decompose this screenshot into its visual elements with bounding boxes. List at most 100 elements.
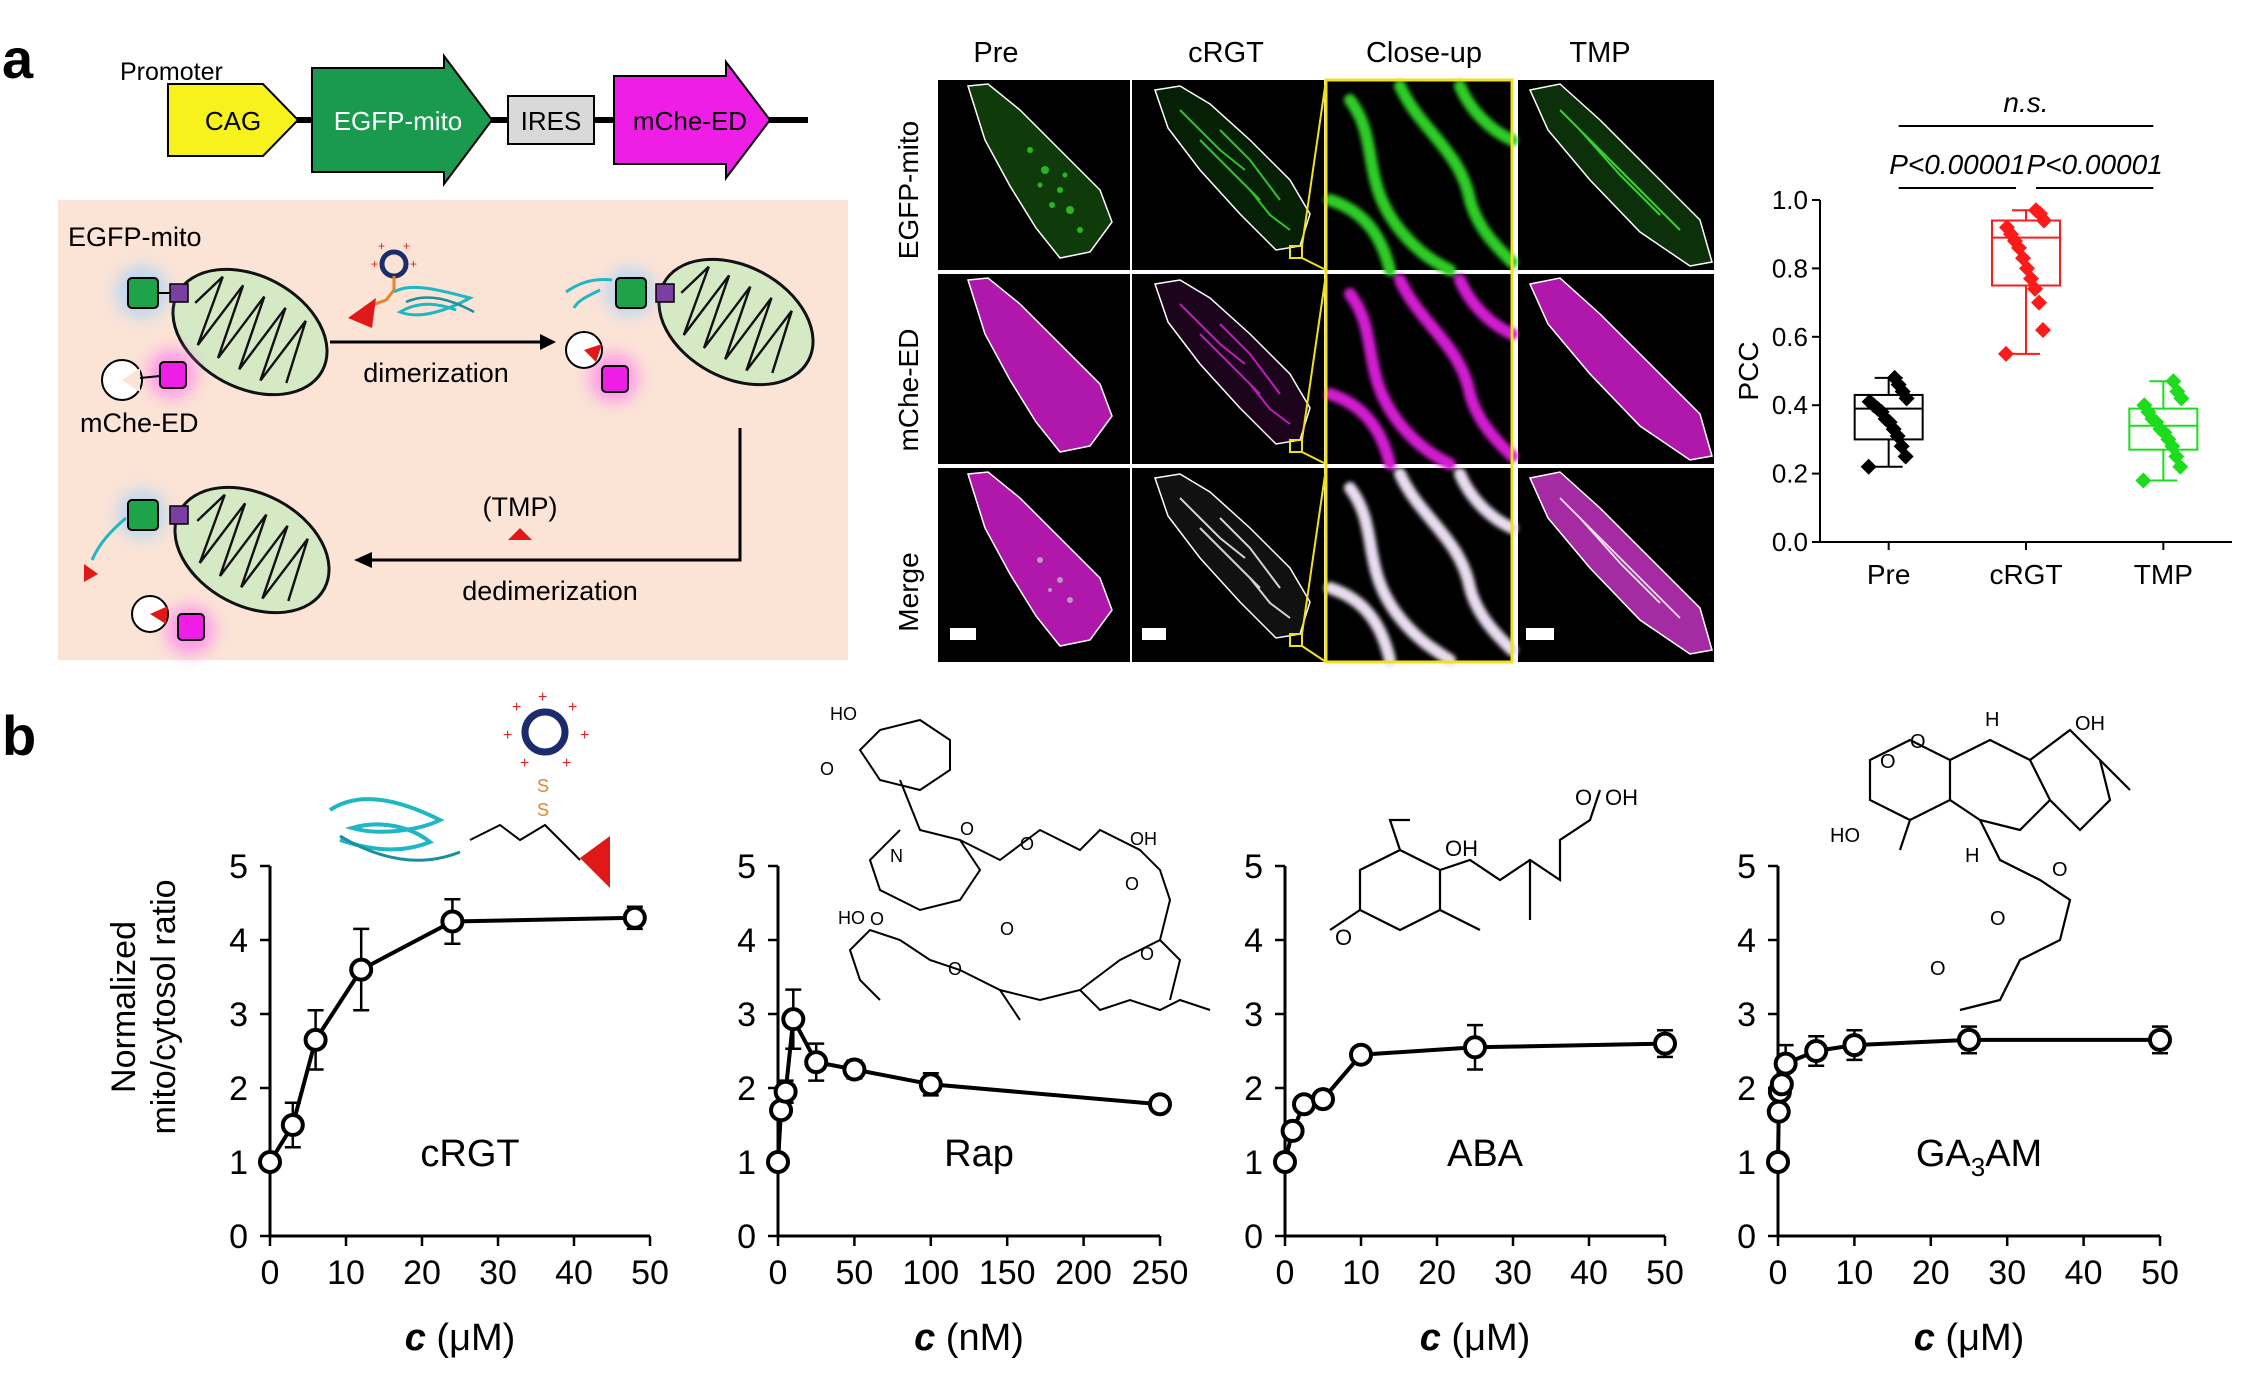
pcc-data-point xyxy=(2031,294,2047,311)
dimerization-scheme: EGFP-mito mChe-ED + ++ + dimerization xyxy=(58,200,848,660)
y-tick-label: 1 xyxy=(737,1144,756,1182)
data-point xyxy=(1769,1072,1794,1097)
data-point xyxy=(1273,1150,1297,1174)
y-tick-label: 1 xyxy=(1737,1144,1756,1182)
row-label-egfp: EGFP-mito xyxy=(893,121,924,259)
svg-text:OH: OH xyxy=(1445,836,1478,861)
aba-structure: O OH O OH xyxy=(1329,785,1638,950)
svg-text:N: N xyxy=(890,846,903,866)
pcc-significance-label: n.s. xyxy=(2003,87,2048,118)
pcc-box-chart: PCC 0.0 0.2 0.4 0.6 0.8 1.0 Pre cRGT TMP n.s. P<0.0… xyxy=(1733,87,2232,590)
y-tick-label: 3 xyxy=(737,996,756,1034)
x-tick-label: 20 xyxy=(403,1254,441,1292)
gene-construct: Promoter CAG EGFP-mito IRES mChe-ED xyxy=(120,53,808,187)
svg-text:O: O xyxy=(1020,834,1034,854)
pcc-y-tick-label: 0.4 xyxy=(1772,390,1808,420)
svg-text:+: + xyxy=(562,755,571,772)
pcc-y-tick-label: 0.8 xyxy=(1772,253,1808,283)
svg-text:O: O xyxy=(1000,919,1014,939)
mche-ed-gene-label: mChe-ED xyxy=(633,106,747,136)
row-label-mche: mChe-ED xyxy=(893,329,924,452)
svg-text:+: + xyxy=(512,699,521,716)
x-tick-label: 0 xyxy=(261,1254,280,1292)
svg-text:H: H xyxy=(1985,709,1999,731)
x-tick-label: 40 xyxy=(555,1254,593,1292)
y-tick-label: 5 xyxy=(737,848,756,886)
compound-label: cRGT xyxy=(420,1133,519,1175)
svg-text:+: + xyxy=(410,257,417,271)
column-label-closeup: Close-up xyxy=(1366,37,1482,69)
data-point xyxy=(1148,1092,1172,1117)
pcc-y-tick-label: 0.2 xyxy=(1772,459,1808,489)
scale-bar xyxy=(950,628,976,640)
x-tick-label: 20 xyxy=(1418,1254,1456,1292)
svg-text:+: + xyxy=(568,699,577,716)
y-tick-label: 4 xyxy=(737,922,756,960)
pcc-data-point xyxy=(1999,219,2015,236)
svg-text:O: O xyxy=(1880,751,1896,773)
egfp-square-icon xyxy=(127,277,159,309)
svg-text:O: O xyxy=(820,759,834,779)
svg-text:+: + xyxy=(378,239,385,253)
x-tick-label: 0 xyxy=(1276,1254,1295,1292)
x-tick-label: 10 xyxy=(1342,1254,1380,1292)
data-point xyxy=(918,1072,943,1097)
pcc-y-tick-label: 0.0 xyxy=(1772,527,1808,557)
x-tick-label: 40 xyxy=(1570,1254,1608,1292)
data-point xyxy=(1292,1092,1316,1117)
svg-text:OH: OH xyxy=(1605,785,1638,810)
x-tick-label: 0 xyxy=(769,1254,788,1292)
egfp-mito-gene-label: EGFP-mito xyxy=(334,106,463,136)
x-tick-label: 10 xyxy=(1835,1254,1873,1292)
svg-text:O: O xyxy=(948,959,962,979)
x-axis-label: c (μM) xyxy=(1420,1317,1531,1359)
panel-b-ylabel-line2: mito/cytosol ratio xyxy=(145,879,183,1134)
data-point xyxy=(258,1150,282,1174)
svg-text:H: H xyxy=(1965,845,1979,867)
scheme-egfp-label: EGFP-mito xyxy=(68,222,202,252)
x-tick-label: 50 xyxy=(2141,1254,2179,1292)
data-point xyxy=(1463,1035,1487,1060)
column-label-pre: Pre xyxy=(973,37,1018,69)
y-tick-label: 3 xyxy=(1244,996,1263,1034)
data-point xyxy=(349,957,374,982)
data-point xyxy=(766,1150,790,1174)
pcc-data-point xyxy=(2015,250,2031,267)
data-point xyxy=(1280,1118,1305,1143)
cag-promoter xyxy=(167,83,300,157)
pcc-category-label: cRGT xyxy=(1989,559,2062,590)
svg-text:O: O xyxy=(1990,908,2006,930)
data-point xyxy=(2148,1027,2172,1052)
svg-text:O: O xyxy=(1125,874,1139,894)
x-tick-label: 40 xyxy=(2065,1254,2103,1292)
y-tick-label: 0 xyxy=(737,1218,756,1256)
y-tick-label: 0 xyxy=(1244,1218,1263,1256)
pcc-data-point xyxy=(2165,373,2182,390)
svg-text:HO: HO xyxy=(830,704,857,724)
x-tick-label: 0 xyxy=(1769,1254,1788,1292)
tmp-triangle-icon xyxy=(508,528,532,540)
svg-text:+: + xyxy=(403,239,410,253)
ires-element xyxy=(507,95,595,145)
y-tick-label: 3 xyxy=(1737,996,1756,1034)
compound-label: Rap xyxy=(944,1133,1014,1175)
svg-text:+: + xyxy=(503,727,512,744)
x-tick-label: 50 xyxy=(835,1254,873,1292)
pcc-data-point xyxy=(2135,472,2152,489)
data-point xyxy=(1311,1087,1335,1112)
data-point xyxy=(280,1113,305,1137)
svg-text:S: S xyxy=(537,800,549,820)
pcc-data-point xyxy=(2136,397,2153,414)
x-tick-label: 100 xyxy=(902,1254,959,1292)
ga3am-structure: H OH O O HO H O O O xyxy=(1830,709,2131,1012)
x-tick-label: 200 xyxy=(1055,1254,1112,1292)
data-point xyxy=(440,909,465,934)
pcc-data-point xyxy=(1861,393,1878,410)
cag-label: CAG xyxy=(205,106,261,136)
x-tick-label: 10 xyxy=(327,1254,365,1292)
pcc-y-label: PCC xyxy=(1733,341,1764,400)
